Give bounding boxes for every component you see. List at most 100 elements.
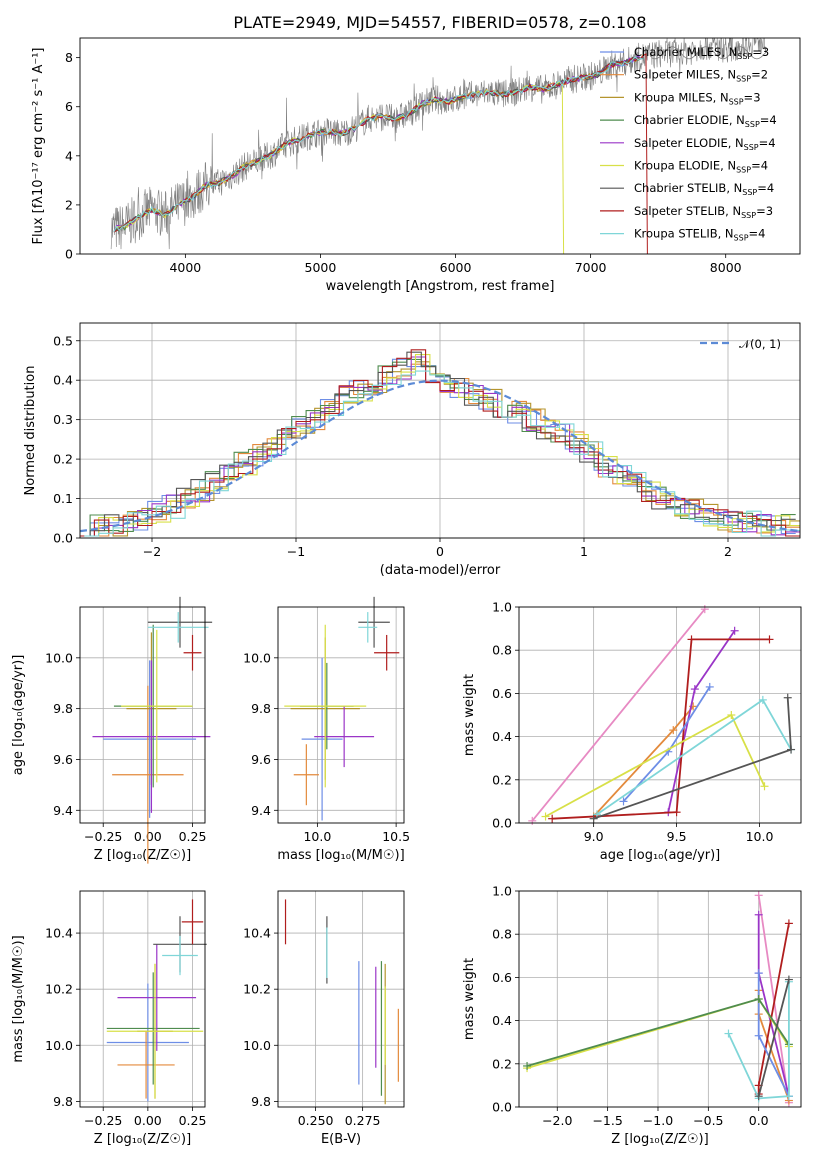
axes-frame (518, 890, 802, 1108)
legend-nssp-prefix: , N (713, 90, 729, 104)
legend-model-name: Salpeter STELIB (634, 204, 725, 218)
legend-nssp-eq: = (744, 90, 754, 104)
mass-vs-ebv-panel: 0.250 0.275 9.8 10.0 10.2 10.4 E(B-V) (243, 890, 405, 1147)
x-tick-label: 0.275 (345, 1113, 381, 1128)
legend-nssp-value: 4 (769, 113, 776, 127)
legend-nssp-prefix: , N (725, 204, 741, 218)
y-tick-label: 9.6 (251, 752, 271, 767)
mass-vs-metallicity-panel: −0.25 0.00 0.25 9.8 10.0 10.2 10.4 Z [log₁₀(Z/Z… (11, 890, 207, 1147)
y-axis-label: mass weight (462, 674, 477, 756)
model-spectrum-line (113, 56, 644, 233)
y-tick-label: 10.0 (45, 650, 73, 665)
legend-nssp-value: 4 (758, 227, 765, 241)
legend-nssp-prefix: , N (720, 159, 736, 173)
y-tick-label: 9.8 (251, 1094, 271, 1109)
x-tick-label: 6000 (440, 260, 472, 275)
x-tick-label: 10.5 (382, 829, 410, 844)
y-tick-label: 0.5 (53, 333, 73, 348)
legend-nssp-prefix: , N (721, 45, 737, 59)
legend-model-name: Kroupa MILES (634, 90, 713, 104)
x-tick-label: 8000 (710, 260, 742, 275)
residual-histogram-step (80, 351, 796, 537)
legend-entry: 𝒩(0, 1) (739, 337, 781, 351)
x-tick-label: −0.5 (693, 1113, 723, 1128)
legend-nssp-eq: = (751, 68, 761, 82)
mass-weight-line (531, 608, 706, 822)
y-tick-label: 6 (65, 99, 73, 114)
mass-weight-line (757, 895, 790, 1103)
y-tick-label: 0.2 (492, 772, 512, 787)
y-tick-label: 0.4 (492, 1013, 512, 1028)
legend-nssp-value: 2 (761, 68, 768, 82)
y-tick-label: 0.1 (53, 491, 73, 506)
y-tick-label: 0.2 (492, 1056, 512, 1071)
legend-nssp-eq: = (752, 45, 762, 59)
spectrum-plot-area (110, 38, 767, 254)
y-tick-label: 9.8 (53, 701, 73, 716)
legend-nssp-value: 3 (753, 90, 760, 104)
legend-nssp-prefix: , N (729, 113, 745, 127)
x-tick-label: 9.0 (584, 829, 604, 844)
y-tick-label: 9.4 (53, 803, 73, 818)
x-axis-label: Z [log₁₀(Z/Z☉)] (611, 1132, 708, 1147)
legend-nssp-subscript: SSP (744, 143, 759, 152)
age-vs-metallicity-panel: −0.25 0.00 0.259.49.69.810.0Z [log₁₀(Z/Z☉)… (11, 596, 213, 864)
y-tick-label: 9.6 (53, 752, 73, 767)
legend-model-name: Kroupa ELODIE (634, 159, 720, 173)
x-tick-label: 0.250 (298, 1113, 334, 1128)
legend-nssp-subscript: SSP (742, 188, 757, 197)
y-axis-label: mass [log₁₀(M/M☉)] (11, 935, 26, 1062)
x-tick-label: −1 (287, 544, 305, 559)
x-tick-label: 0.0 (749, 1113, 769, 1128)
x-tick-label: 0.00 (134, 1113, 162, 1128)
legend-nssp-eq: = (760, 113, 770, 127)
normal-reference-curve (80, 379, 800, 533)
legend-nssp-prefix: , N (720, 68, 736, 82)
y-tick-label: 0.4 (492, 729, 512, 744)
x-axis-label: Z [log₁₀(Z/Z☉)] (94, 1132, 191, 1147)
y-tick-label: 0 (65, 247, 73, 262)
y-tick-label: 0.6 (492, 970, 512, 985)
y-tick-label: 2 (65, 197, 73, 212)
axes-frame (79, 322, 801, 539)
legend-nssp-eq: = (749, 227, 759, 241)
x-tick-label: −2.0 (542, 1113, 572, 1128)
y-tick-label: 0.2 (53, 452, 73, 467)
x-tick-label: −2 (143, 544, 161, 559)
legend-model-name: Kroupa STELIB (634, 227, 718, 241)
legend-nssp-subscript: SSP (729, 97, 744, 106)
x-tick-label: 0.25 (179, 1113, 207, 1128)
axes-frame (277, 606, 405, 824)
residual-histogram-step (84, 370, 800, 537)
y-axis-label: mass weight (462, 958, 477, 1040)
legend-nssp-subscript: SSP (736, 75, 751, 84)
legend-entry: Kroupa ELODIE, NSSP=4 (634, 159, 768, 175)
x-tick-label: 10.0 (746, 829, 774, 844)
y-tick-label: 10.0 (45, 1038, 73, 1053)
x-axis-label: age [log₁₀(age/yr)] (600, 848, 721, 863)
y-tick-label: 1.0 (492, 600, 512, 615)
weight-vs-metallicity-panel: −2.0 −1.5 −1.0 −0.5 0.0 0.0 0.2 0.4 0.6 0.8 1.0 Z [… (462, 884, 802, 1147)
y-tick-label: 0.6 (492, 686, 512, 701)
x-tick-label: 10.0 (303, 829, 331, 844)
legend-model-name: Chabrier ELODIE (634, 113, 729, 127)
legend-entry: Salpeter ELODIE, NSSP=4 (634, 136, 776, 152)
y-axis-label: age [log₁₀(age/yr)] (11, 655, 26, 776)
y-tick-label: 10.0 (243, 1038, 271, 1053)
legend-nssp-value: 3 (762, 45, 769, 59)
y-tick-label: 0.0 (492, 1100, 512, 1115)
y-tick-label: 10.2 (45, 982, 73, 997)
x-tick-label: 9.5 (667, 829, 687, 844)
legend-nssp-subscript: SSP (745, 120, 760, 129)
x-tick-label: 1 (580, 544, 588, 559)
y-tick-label: 10.4 (45, 926, 73, 941)
legend-model-name: Chabrier MILES (634, 45, 721, 59)
legend-nssp-eq: = (756, 204, 766, 218)
legend-nssp-eq: = (751, 159, 761, 173)
x-tick-label: −0.25 (84, 1113, 122, 1128)
legend-nssp-prefix: , N (718, 227, 734, 241)
x-tick-label: −1.5 (592, 1113, 622, 1128)
observed-spectrum-red-end (651, 46, 766, 60)
legend-nssp-value: 3 (766, 204, 773, 218)
